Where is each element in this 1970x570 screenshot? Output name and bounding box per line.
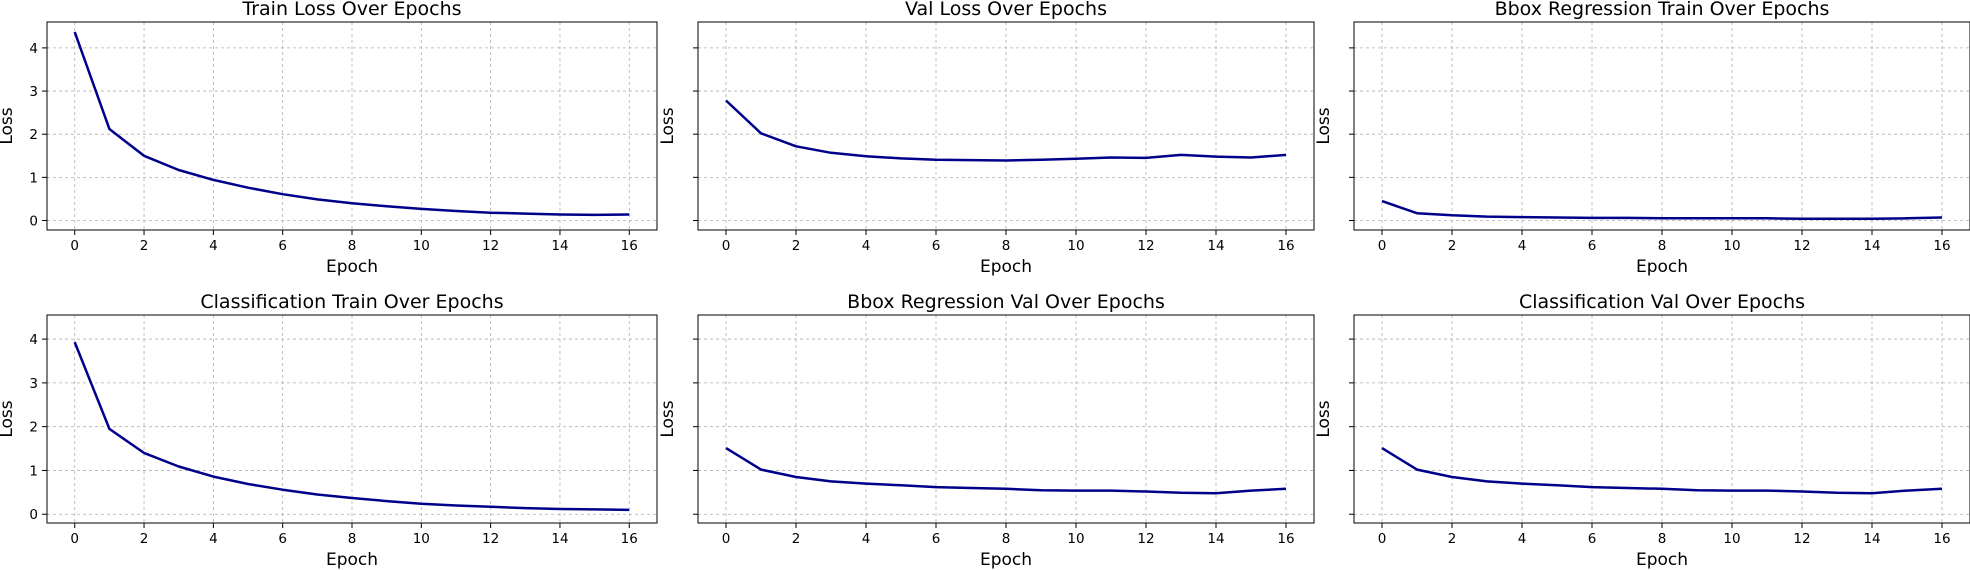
x-tick-label: 4 xyxy=(862,531,871,547)
y-tick-label: 3 xyxy=(29,376,38,392)
x-tick-label: 4 xyxy=(862,238,871,254)
x-tick-label: 12 xyxy=(1137,531,1154,547)
x-tick-label: 14 xyxy=(551,531,568,547)
x-tick-label: 6 xyxy=(278,238,287,254)
x-tick-label: 14 xyxy=(1207,238,1224,254)
x-tick-label: 10 xyxy=(1067,531,1084,547)
x-tick-label: 8 xyxy=(348,238,357,254)
x-tick-label: 2 xyxy=(792,238,801,254)
subplot-6: 0 2 4 6 8 10 12 14 16 Classification Val Over Epo… xyxy=(1314,291,1970,570)
x-tick-label: 6 xyxy=(1588,238,1597,254)
x-tick-label: 16 xyxy=(621,238,638,254)
x-tick-label: 16 xyxy=(1277,531,1294,547)
x-tick-label: 14 xyxy=(1863,238,1880,254)
x-tick-label: 4 xyxy=(1518,531,1527,547)
x-tick-label: 12 xyxy=(482,531,499,547)
y-axis-label: Loss xyxy=(658,400,678,437)
y-tick-label: 1 xyxy=(29,170,38,186)
subplot-2: 0 2 4 6 8 10 12 14 16 Val Loss Over Epochs Epoch Lo… xyxy=(658,0,1315,277)
x-tick-label: 14 xyxy=(551,238,568,254)
x-tick-label: 8 xyxy=(348,531,357,547)
x-tick-label: 10 xyxy=(413,238,430,254)
x-tick-label: 8 xyxy=(1658,238,1667,254)
y-tick-label: 3 xyxy=(29,84,38,100)
y-axis-label: Loss xyxy=(658,107,678,144)
y-tick-label: 4 xyxy=(29,41,38,57)
y-tick-label: 2 xyxy=(29,420,38,436)
x-axis-label: Epoch xyxy=(1636,257,1688,277)
series-line xyxy=(1381,447,1943,495)
x-tick-label: 6 xyxy=(278,531,287,547)
x-tick-label: 2 xyxy=(792,531,801,547)
x-tick-label: 12 xyxy=(1793,238,1810,254)
x-tick-label: 4 xyxy=(209,531,218,547)
x-tick-label: 16 xyxy=(1933,238,1950,254)
subplot-5: 0 2 4 6 8 10 12 14 16 Bbox Regression Val Over Ep… xyxy=(658,291,1315,570)
series-line xyxy=(73,341,630,512)
x-axis-label: Epoch xyxy=(326,550,378,570)
series-line xyxy=(725,447,1287,495)
y-tick-label: 0 xyxy=(29,214,38,230)
x-tick-label: 0 xyxy=(1378,531,1387,547)
y-axis-label: Loss xyxy=(1314,107,1334,144)
x-tick-label: 16 xyxy=(1277,238,1294,254)
x-tick-label: 4 xyxy=(1518,238,1527,254)
x-tick-label: 12 xyxy=(1793,531,1810,547)
x-tick-label: 0 xyxy=(70,238,79,254)
x-tick-label: 12 xyxy=(482,238,499,254)
x-tick-label: 16 xyxy=(621,531,638,547)
x-tick-label: 2 xyxy=(1448,238,1457,254)
x-tick-label: 10 xyxy=(1723,238,1740,254)
x-tick-label: 0 xyxy=(1378,238,1387,254)
x-tick-label: 14 xyxy=(1863,531,1880,547)
series-line xyxy=(725,99,1287,162)
x-tick-label: 12 xyxy=(1137,238,1154,254)
subplot-title: Bbox Regression Train Over Epochs xyxy=(1495,0,1830,20)
x-tick-label: 6 xyxy=(932,531,941,547)
x-tick-label: 6 xyxy=(1588,531,1597,547)
x-tick-label: 14 xyxy=(1207,531,1224,547)
x-tick-label: 10 xyxy=(413,531,430,547)
y-tick-label: 4 xyxy=(29,332,38,348)
x-tick-label: 8 xyxy=(1002,238,1011,254)
x-tick-label: 2 xyxy=(140,531,149,547)
series-line xyxy=(1381,199,1943,221)
x-tick-label: 4 xyxy=(209,238,218,254)
x-axis-label: Epoch xyxy=(1636,550,1688,570)
x-tick-label: 8 xyxy=(1658,531,1667,547)
x-tick-label: 8 xyxy=(1002,531,1011,547)
y-tick-label: 1 xyxy=(29,463,38,479)
subplot-title: Classification Val Over Epochs xyxy=(1519,291,1805,313)
subplot-title: Bbox Regression Val Over Epochs xyxy=(847,291,1165,313)
y-tick-label: 2 xyxy=(29,127,38,143)
x-tick-label: 2 xyxy=(1448,531,1457,547)
y-axis-label: Loss xyxy=(1314,400,1334,437)
x-tick-label: 0 xyxy=(722,238,731,254)
x-tick-label: 0 xyxy=(70,531,79,547)
subplot-title: Classification Train Over Epochs xyxy=(200,291,503,313)
subplot-3: 0 2 4 6 8 10 12 14 16 Bbox Regression Train Over … xyxy=(1314,0,1970,277)
x-axis-label: Epoch xyxy=(326,257,378,277)
x-tick-label: 6 xyxy=(932,238,941,254)
x-axis-label: Epoch xyxy=(980,257,1032,277)
x-tick-label: 10 xyxy=(1067,238,1084,254)
y-axis-label: Loss xyxy=(0,400,17,437)
subplot-title: Val Loss Over Epochs xyxy=(905,0,1107,20)
x-tick-label: 10 xyxy=(1723,531,1740,547)
series-line xyxy=(73,31,630,217)
y-tick-label: 0 xyxy=(29,507,38,523)
x-tick-label: 2 xyxy=(140,238,149,254)
subplot-title: Train Loss Over Epochs xyxy=(241,0,461,20)
y-axis-label: Loss xyxy=(0,107,17,144)
x-tick-label: 0 xyxy=(722,531,731,547)
x-axis-label: Epoch xyxy=(980,550,1032,570)
x-tick-label: 16 xyxy=(1933,531,1950,547)
